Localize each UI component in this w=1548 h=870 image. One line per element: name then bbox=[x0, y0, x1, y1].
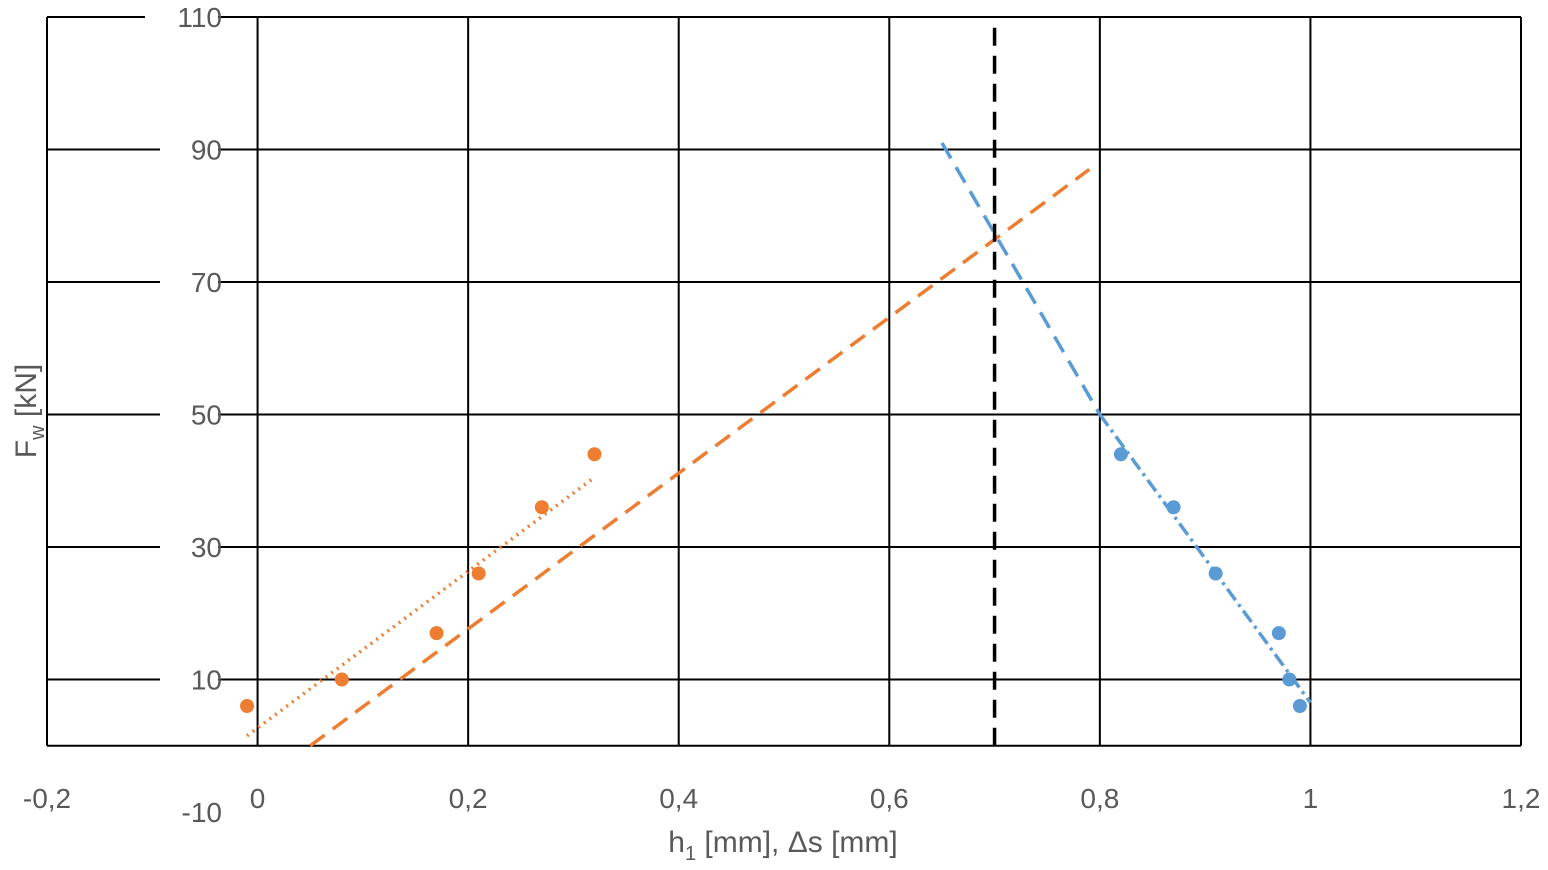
data-point bbox=[1166, 500, 1181, 515]
data-point bbox=[471, 566, 486, 581]
data-point bbox=[1113, 447, 1128, 462]
data-point bbox=[334, 672, 349, 687]
grid bbox=[46, 16, 1522, 747]
y-tick-label-bg bbox=[145, 3, 218, 31]
trend-line bbox=[245, 476, 596, 738]
data-point bbox=[240, 699, 255, 713]
y-tick-label-bg bbox=[160, 400, 218, 429]
x-tick-label: 0 bbox=[250, 783, 266, 814]
y-axis-title: Fw [kN] bbox=[10, 364, 49, 458]
x-tick-label: 0,6 bbox=[870, 783, 909, 814]
x-tick-label-bg bbox=[1070, 782, 1130, 814]
trend-lines bbox=[245, 17, 1312, 748]
y-tick-label: 110 bbox=[177, 2, 222, 33]
data-point bbox=[1271, 626, 1286, 641]
x-tick-label: 0,2 bbox=[449, 783, 488, 814]
x-axis-title: h1 [mm], Δs [mm] bbox=[668, 826, 898, 865]
x-tick-label: -0,2 bbox=[23, 783, 71, 814]
trend-line bbox=[1098, 413, 1312, 704]
y-tick-label-bg bbox=[160, 268, 218, 296]
x-tick-label: 0,8 bbox=[1080, 783, 1119, 814]
data-point bbox=[1292, 699, 1307, 713]
x-tick-label-bg bbox=[438, 782, 498, 814]
x-tick-label: 1,2 bbox=[1502, 783, 1541, 814]
y-tick-label: 50 bbox=[191, 400, 222, 431]
data-point bbox=[1208, 566, 1223, 581]
data-point bbox=[429, 626, 444, 641]
x-tick-label: 0,4 bbox=[659, 783, 698, 814]
x-tick-label-bg bbox=[1491, 782, 1548, 814]
x-tick-label-bg bbox=[649, 782, 709, 814]
y-tick-labels: -10 10 30 50 70 90 110 bbox=[145, 2, 222, 828]
data-points bbox=[240, 447, 1307, 713]
y-tick-label: 30 bbox=[191, 532, 222, 563]
y-tick-label: 90 bbox=[191, 135, 222, 166]
y-tick-label: -10 bbox=[182, 797, 222, 828]
x-tick-label-bg bbox=[10, 782, 84, 814]
y-tick-label-bg bbox=[160, 135, 218, 164]
y-tick-label-bg bbox=[160, 533, 218, 561]
x-tick-label-bg bbox=[859, 782, 919, 814]
data-point bbox=[534, 500, 549, 515]
x-tick-label: 1 bbox=[1303, 783, 1319, 814]
y-tick-label-bg bbox=[145, 798, 218, 826]
data-point bbox=[1282, 672, 1297, 687]
y-tick-label-bg bbox=[160, 665, 218, 694]
x-tick-labels: -0,2 0 0,2 0,4 0,6 0,8 1 1,2 bbox=[10, 782, 1548, 814]
y-tick-label: 10 bbox=[191, 665, 222, 696]
trend-line bbox=[309, 167, 1091, 748]
x-tick-label-bg bbox=[1295, 782, 1325, 814]
trend-line bbox=[940, 141, 1102, 416]
data-point bbox=[587, 447, 602, 462]
y-tick-label: 70 bbox=[191, 267, 222, 298]
x-tick-label-bg bbox=[243, 782, 273, 814]
